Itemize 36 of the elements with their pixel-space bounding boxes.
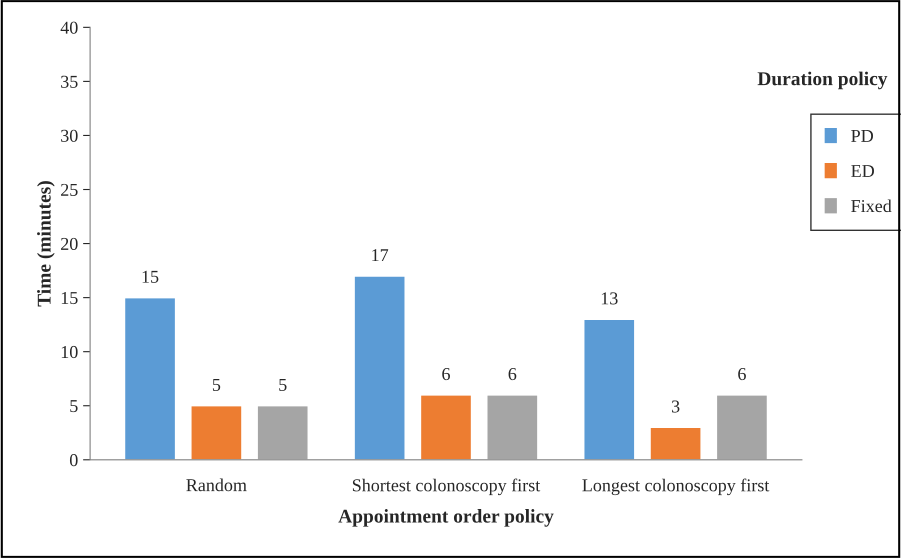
data-label: 6 [508,368,516,380]
bar [649,426,702,460]
y-tick-label: 20 [61,238,78,250]
legend-label: Fixed [851,199,892,212]
y-tick-label: 0 [70,454,78,466]
data-label: 3 [672,400,680,413]
y-tick-label: 30 [61,130,78,142]
y-tick-label: 15 [62,292,78,304]
data-label: 17 [372,249,388,262]
bar [190,405,243,460]
y-tick-label: 10 [62,346,78,358]
y-tick-label: 35 [61,76,78,88]
x-axis-title: Appointment order policy [338,509,554,527]
bar [583,318,636,460]
bar [716,394,768,460]
data-label: 6 [442,368,450,380]
data-label: 15 [142,270,158,283]
bar [256,405,309,460]
bar [420,394,472,460]
data-label: 6 [738,368,746,380]
x-tick-label: Random [186,478,247,492]
data-label: 5 [212,378,220,391]
y-tick-label: 40 [60,22,78,34]
bar [124,296,176,460]
bar [353,275,406,460]
y-tick-label: 5 [70,400,78,412]
y-axis-title: Time (minutes) [37,181,55,307]
data-label: 13 [602,292,618,304]
bar [486,394,539,460]
legend-label: PD [851,130,873,142]
x-tick-label: Shortest colonoscopy first [352,478,540,496]
legend-label: ED [851,165,874,177]
legend-title: Duration policy [758,72,888,90]
data-label: 5 [279,378,287,391]
y-tick-label: 25 [61,184,78,196]
x-tick-label: Longest colonoscopy first [582,478,770,496]
